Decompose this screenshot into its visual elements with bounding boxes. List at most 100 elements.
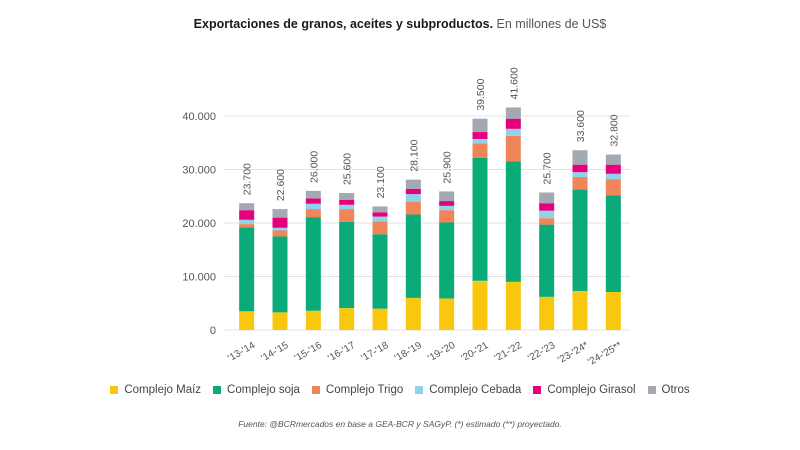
chart-title: Exportaciones de granos, aceites y subpr… xyxy=(0,17,800,31)
legend-label: Complejo Cebada xyxy=(429,384,522,396)
bar-segment-complejo-ma-z xyxy=(372,308,388,330)
bar-segment-complejo-cebada xyxy=(405,194,421,202)
bar-segment-complejo-ma-z xyxy=(305,310,321,330)
bar-segment-complejo-trigo xyxy=(439,210,455,223)
bar-segment-complejo-cebada xyxy=(272,227,288,231)
legend-item: Complejo Girasol xyxy=(533,384,636,396)
legend-swatch xyxy=(647,386,656,394)
legend-swatch xyxy=(415,386,424,394)
total-label: 25.600 xyxy=(342,153,354,185)
total-label: 33.600 xyxy=(575,110,587,142)
bar-segment-complejo-girasol xyxy=(239,210,255,220)
legend-item: Complejo soja xyxy=(213,384,300,396)
bar-segment-complejo-cebada xyxy=(305,203,321,210)
bar-segment-complejo-girasol xyxy=(572,164,588,173)
grid-lines xyxy=(224,115,630,331)
bar-segment-complejo-ma-z xyxy=(539,296,555,330)
bar-stack xyxy=(305,190,321,330)
bar-stack xyxy=(605,154,621,330)
bar-segment-complejo-soja xyxy=(605,195,621,293)
total-label: 41.600 xyxy=(508,67,520,99)
bar-segment-otros xyxy=(472,118,488,133)
bar-segment-complejo-soja xyxy=(505,161,521,282)
bar-segment-otros xyxy=(505,107,521,119)
bar-segment-complejo-soja xyxy=(339,221,355,309)
bar-segment-complejo-trigo xyxy=(339,209,355,222)
legend-swatch xyxy=(533,386,542,394)
bar-segment-complejo-trigo xyxy=(472,143,488,158)
bar-segment-otros xyxy=(572,150,588,165)
x-axis: '13-'14'14-'15'15-'16'16-'17'17-'18'18-'… xyxy=(226,340,624,368)
bar-segment-complejo-ma-z xyxy=(339,308,355,330)
bar-segment-complejo-girasol xyxy=(439,201,455,206)
y-axis: 0 10.000 20.000 30.000 40.000 xyxy=(182,111,216,337)
y-tick-label: 10.000 xyxy=(182,272,216,284)
legend-swatch xyxy=(110,386,119,394)
bar-segment-complejo-girasol xyxy=(605,164,621,174)
bar-segment-complejo-soja xyxy=(439,222,455,299)
bar-segment-complejo-trigo xyxy=(539,218,555,225)
x-tick-label: '21-'22 xyxy=(493,340,524,364)
total-label: 26.000 xyxy=(308,151,320,183)
x-tick-label: '14-'15 xyxy=(260,340,291,364)
bar-segment-complejo-cebada xyxy=(605,173,621,180)
chart-title-main: Exportaciones de granos, aceites y subpr… xyxy=(193,17,494,31)
bar-segment-complejo-girasol xyxy=(305,198,321,204)
source-note: Fuente: @BCRmercados en base a GEA-BCR y… xyxy=(238,419,562,429)
x-tick-label: '23-'24* xyxy=(556,340,590,366)
bar-segment-complejo-cebada xyxy=(505,128,521,136)
total-label: 25.900 xyxy=(442,151,454,183)
bar-segment-complejo-ma-z xyxy=(272,312,288,330)
bar-segment-complejo-soja xyxy=(372,234,388,309)
bar-stack xyxy=(572,150,588,330)
bar-segment-complejo-ma-z xyxy=(605,292,621,330)
bar-stack xyxy=(272,209,288,330)
bar-stack xyxy=(472,118,488,330)
bar-segment-otros xyxy=(272,209,288,218)
bar-segment-complejo-cebada xyxy=(439,205,455,211)
x-tick-label: '19-'20 xyxy=(426,340,457,364)
x-tick-label: '24-'25** xyxy=(586,340,624,368)
total-label: 32.800 xyxy=(608,114,620,146)
legend-item: Complejo Cebada xyxy=(415,384,521,396)
bar-segment-complejo-ma-z xyxy=(405,297,421,330)
x-tick-label: '13-'14 xyxy=(226,340,257,364)
bar-segment-complejo-soja xyxy=(405,214,421,298)
bar-segment-otros xyxy=(439,191,455,202)
x-tick-label: '16-'17 xyxy=(326,340,357,364)
bar-segment-complejo-trigo xyxy=(272,230,288,237)
bar-segment-complejo-trigo xyxy=(572,176,588,190)
bar-segment-complejo-trigo xyxy=(372,221,388,235)
bar-segment-complejo-trigo xyxy=(605,179,621,196)
legend-item: Complejo Maíz xyxy=(110,384,201,396)
total-labels: 23.700 22.600 26.000 25.600 23.100 28.100 25.9… xyxy=(242,67,621,201)
bar-segment-complejo-ma-z xyxy=(239,311,255,330)
bar-segment-complejo-cebada xyxy=(239,219,255,225)
total-label: 23.100 xyxy=(375,166,387,198)
bar-segment-complejo-soja xyxy=(472,157,488,281)
chart-title-units: En millones de US$ xyxy=(496,17,607,31)
y-tick-label: 0 xyxy=(210,325,216,337)
x-tick-label: '17-'18 xyxy=(360,340,391,364)
y-tick-label: 40.000 xyxy=(182,111,216,123)
bar-segment-otros xyxy=(305,190,321,199)
legend-label: Complejo Girasol xyxy=(547,384,636,396)
legend-swatch xyxy=(311,386,320,394)
bar-segment-otros xyxy=(372,206,388,213)
bar-segment-complejo-girasol xyxy=(372,212,388,217)
bar-stack xyxy=(372,206,388,330)
legend-item: Complejo Trigo xyxy=(311,384,403,396)
bar-segment-complejo-ma-z xyxy=(472,280,488,330)
total-label: 22.600 xyxy=(275,169,287,201)
bar-segment-complejo-soja xyxy=(272,236,288,313)
bar-segment-otros xyxy=(405,179,421,189)
bar-segment-complejo-soja xyxy=(305,217,321,311)
bar-stack xyxy=(239,203,255,330)
total-label: 25.700 xyxy=(542,152,554,184)
bar-segment-complejo-cebada xyxy=(572,172,588,177)
legend-item: Otros xyxy=(647,384,690,396)
bar-segment-complejo-trigo xyxy=(505,135,521,162)
legend-label: Complejo Maíz xyxy=(124,384,202,396)
bar-segment-complejo-girasol xyxy=(472,132,488,140)
